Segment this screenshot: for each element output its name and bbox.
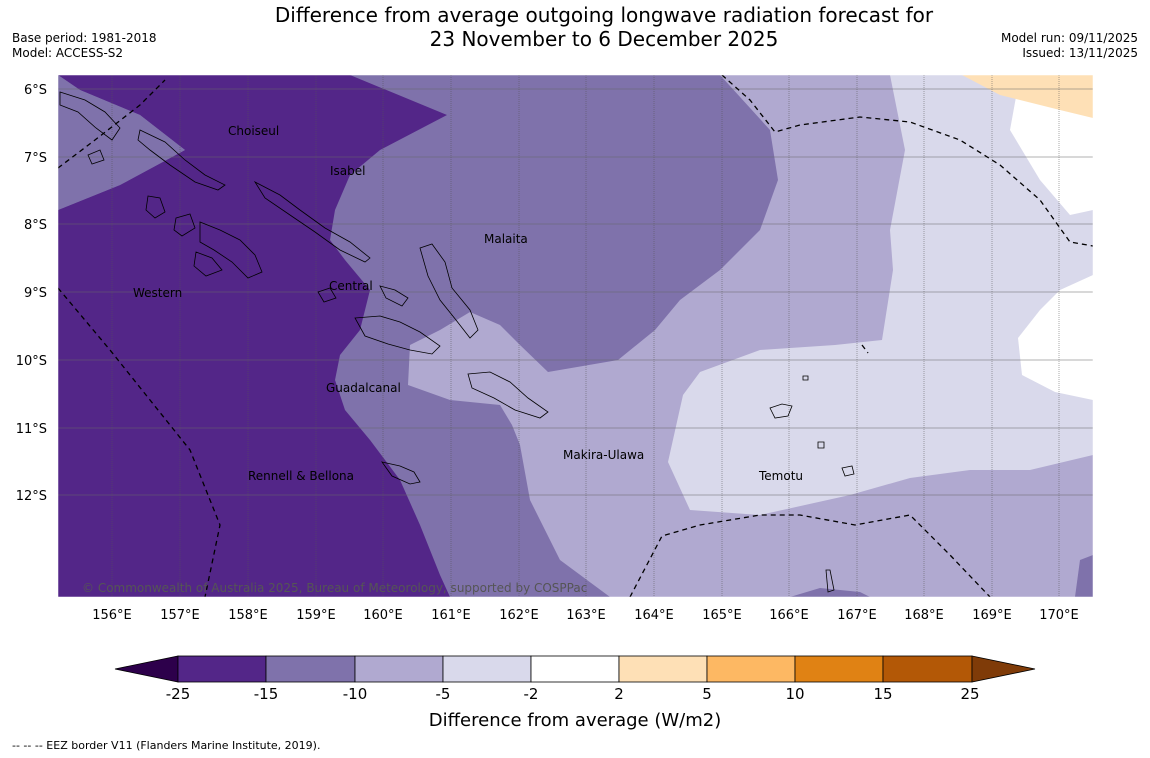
colorbar-tick: 10 [785, 685, 804, 703]
colorbar-tick: -10 [343, 685, 368, 703]
meta-right: Model run: 09/11/2025 Issued: 13/11/2025 [1001, 31, 1138, 61]
lon-tick: 169°E [972, 608, 1012, 623]
colorbar-tick: 15 [873, 685, 892, 703]
colorbar-tick: 5 [702, 685, 712, 703]
colorbar-bin [354, 655, 444, 683]
colorbar-bin [177, 655, 267, 683]
map-frame [57, 74, 1094, 598]
colorbar-tick: 2 [614, 685, 624, 703]
colorbar-bin [618, 655, 708, 683]
lon-tick: 160°E [363, 608, 403, 623]
label-temotu: Temotu [758, 469, 803, 483]
colorbar-tick: -2 [524, 685, 539, 703]
field-minus15-minus10-bottom [790, 588, 870, 597]
colorbar-upper-extend [971, 655, 1036, 683]
lon-tick: 164°E [634, 608, 674, 623]
colorbar-ticks: -25 -15 -10 -5 -2 2 5 10 15 25 [166, 685, 980, 703]
label-western: Western [133, 286, 182, 300]
map-area: © Commonwealth of Australia 2025, Bureau… [58, 75, 1093, 597]
meta-left: Base period: 1981-2018 Model: ACCESS-S2 [12, 31, 157, 61]
field-below-minus15 [58, 75, 450, 597]
latitude-gridlines [58, 88, 1093, 496]
lon-tick: 166°E [769, 608, 809, 623]
lat-tick: 10°S [16, 354, 47, 369]
colorbar-lower-extend [114, 655, 179, 683]
lon-tick: 163°E [566, 608, 606, 623]
lat-tick: 8°S [24, 218, 47, 233]
colorbar-bin [706, 655, 796, 683]
longitude-tick-labels: 156°E 157°E 158°E 159°E 160°E 161°E 162°… [92, 608, 1079, 623]
longitude-gridlines [111, 75, 1060, 597]
field-positive-2-5 [962, 75, 1093, 118]
region-labels: Choiseul Isabel Malaita Western Central … [133, 124, 803, 483]
label-guadalcanal: Guadalcanal [326, 381, 401, 395]
lon-tick: 158°E [228, 608, 268, 623]
colorbar-bin [794, 655, 884, 683]
title-line-2: 23 November to 6 December 2025 [429, 27, 779, 51]
field-neutral-right [1018, 275, 1093, 400]
title-line-1: Difference from average outgoing longwav… [274, 3, 934, 27]
lon-tick: 156°E [92, 608, 132, 623]
label-isabel: Isabel [330, 164, 365, 178]
eez-borders [58, 75, 1093, 597]
label-choiseul: Choiseul [228, 124, 279, 138]
lat-tick: 7°S [24, 151, 47, 166]
lon-tick: 167°E [837, 608, 877, 623]
colorbar-bin [882, 655, 973, 683]
issued-date: Issued: 13/11/2025 [1022, 46, 1138, 60]
colorbar-tick: -15 [254, 685, 279, 703]
colorbar-bin [265, 655, 356, 683]
lon-tick: 159°E [296, 608, 336, 623]
label-malaita: Malaita [484, 232, 528, 246]
label-makira-ulawa: Makira-Ulawa [563, 448, 644, 462]
map-title: Difference from average outgoing longwav… [0, 3, 1150, 51]
colorbar-label: Difference from average (W/m2) [429, 710, 721, 731]
lat-tick: 9°S [24, 286, 47, 301]
lon-tick: 170°E [1039, 608, 1079, 623]
base-period: Base period: 1981-2018 [12, 31, 157, 45]
latitude-tick-labels: 6°S 7°S 8°S 9°S 10°S 11°S 12°S [16, 83, 47, 504]
colorbar-tick: 25 [960, 685, 979, 703]
field-minus15-minus10-nw [58, 75, 185, 210]
colorbar [114, 655, 1036, 683]
lon-tick: 165°E [702, 608, 742, 623]
eez-legend: -- -- -- EEZ border V11 (Flanders Marine… [12, 739, 321, 752]
copyright-notice: © Commonwealth of Australia 2025, Bureau… [82, 581, 587, 595]
colorbar-tick: -25 [166, 685, 191, 703]
lat-tick: 12°S [16, 489, 47, 504]
coastlines [59, 91, 855, 593]
colorbar-tick: -5 [436, 685, 451, 703]
label-rennell-bellona: Rennell & Bellona [248, 469, 354, 483]
model-name: Model: ACCESS-S2 [12, 46, 124, 60]
lat-tick: 11°S [16, 422, 47, 437]
model-run: Model run: 09/11/2025 [1000, 31, 1138, 45]
lon-tick: 157°E [160, 608, 200, 623]
colorbar-bin [530, 655, 620, 683]
field-minus15-minus10-corner [1075, 555, 1093, 597]
label-central: Central [329, 279, 373, 293]
lon-tick: 161°E [431, 608, 471, 623]
lon-tick: 162°E [499, 608, 539, 623]
colorbar-bin [442, 655, 532, 683]
lon-tick: 168°E [904, 608, 944, 623]
lat-tick: 6°S [24, 83, 47, 98]
